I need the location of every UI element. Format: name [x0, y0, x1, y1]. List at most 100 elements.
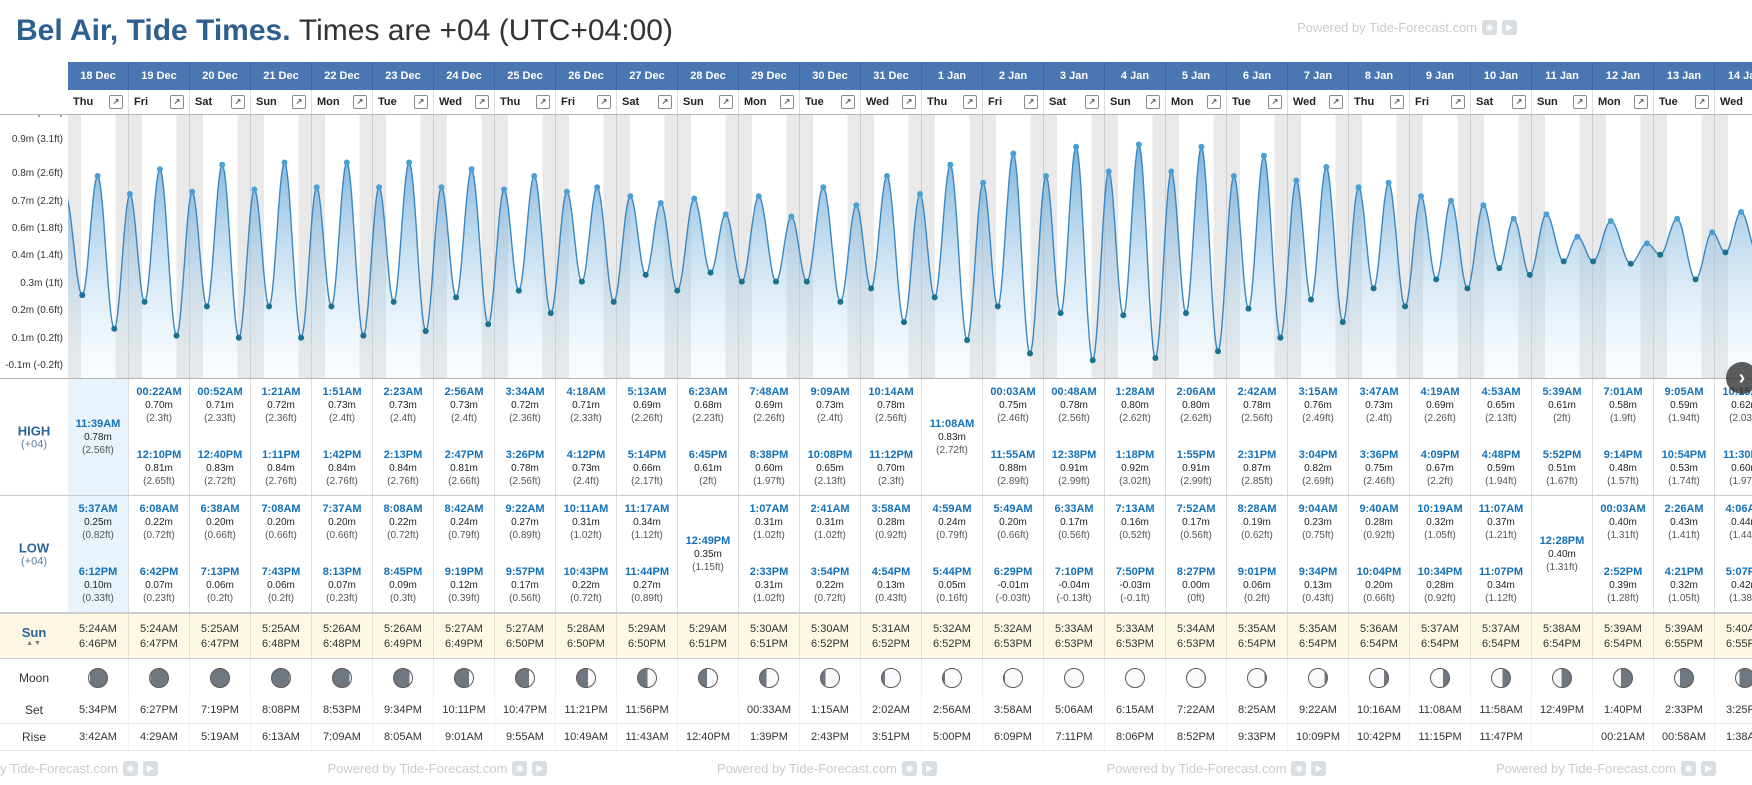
date-header-cell[interactable]: 6 Jan [1227, 62, 1288, 90]
low-tide-time: 3:58AM [871, 503, 911, 515]
expand-day-icon[interactable]: ↗ [658, 95, 672, 109]
moonrise-time: 4:29AM [129, 724, 190, 750]
low-tide-cell: 12:49PM 0.35m (1.15ft) [678, 496, 739, 612]
date-header-cell[interactable]: 3 Jan [1044, 62, 1105, 90]
date-header-cell[interactable]: 21 Dec [251, 62, 312, 90]
date-header-cell[interactable]: 20 Dec [190, 62, 251, 90]
expand-day-icon[interactable]: ↗ [1512, 95, 1526, 109]
low-tide-time: 10:19AM [1417, 503, 1463, 515]
date-header-cell[interactable]: 11 Jan [1532, 62, 1593, 90]
date-header-cell[interactable]: 5 Jan [1166, 62, 1227, 90]
expand-day-icon[interactable]: ↗ [1268, 95, 1282, 109]
low-tide-height-m: 0.17m [511, 580, 539, 591]
scroll-right-button[interactable]: › [1726, 362, 1752, 394]
high-tide-height-m: 0.78m [877, 400, 905, 411]
date-header-cell[interactable]: 8 Jan [1349, 62, 1410, 90]
low-tide-height-ft: (1.02ft) [814, 530, 846, 541]
low-tide-height-m: 0.28m [1365, 517, 1393, 528]
date-header-cell[interactable]: 2 Jan [983, 62, 1044, 90]
expand-day-icon[interactable]: ↗ [1329, 95, 1343, 109]
expand-day-icon[interactable]: ↗ [536, 95, 550, 109]
tide-low-point [1402, 303, 1409, 310]
high-tide-height-m: 0.59m [1670, 400, 1698, 411]
date-header-cell[interactable]: 27 Dec [617, 62, 678, 90]
expand-day-icon[interactable]: ↗ [1085, 95, 1099, 109]
watermark-social-icon[interactable]: ▶ [1311, 760, 1327, 776]
watermark-social-icon[interactable]: ◉ [901, 760, 917, 776]
watermark-social-icon[interactable]: ◉ [512, 760, 528, 776]
expand-day-icon[interactable]: ↗ [1695, 95, 1709, 109]
watermark-social-icon[interactable]: ◉ [122, 760, 138, 776]
expand-day-icon[interactable]: ↗ [231, 95, 245, 109]
expand-day-icon[interactable]: ↗ [780, 95, 794, 109]
high-tide-entry: 9:09AM 0.73m (2.4ft) [800, 386, 860, 425]
low-tide-height-m: 0.35m [694, 548, 722, 560]
expand-day-icon[interactable]: ↗ [170, 95, 184, 109]
watermark-social-icon[interactable]: ▶ [532, 760, 548, 776]
low-tide-height-m: 0.17m [1182, 517, 1210, 528]
low-tide-height-ft: (0.56ft) [1180, 530, 1212, 541]
date-header-cell[interactable]: 25 Dec [495, 62, 556, 90]
expand-day-icon[interactable]: ↗ [1451, 95, 1465, 109]
high-tide-time: 1:28AM [1115, 386, 1155, 398]
date-header-cell[interactable]: 19 Dec [129, 62, 190, 90]
date-header-cell[interactable]: 9 Jan [1410, 62, 1471, 90]
expand-day-icon[interactable]: ↗ [1634, 95, 1648, 109]
expand-day-icon[interactable]: ↗ [1390, 95, 1404, 109]
expand-day-icon[interactable]: ↗ [292, 95, 306, 109]
watermark-social-icon[interactable]: ◉ [1482, 20, 1497, 35]
expand-day-icon[interactable]: ↗ [902, 95, 916, 109]
expand-day-icon[interactable]: ↗ [109, 95, 123, 109]
expand-day-icon[interactable]: ↗ [841, 95, 855, 109]
moon-phase-icon [515, 668, 535, 688]
date-header-cell[interactable]: 30 Dec [800, 62, 861, 90]
date-header-cell[interactable]: 14 Jan [1715, 62, 1752, 90]
watermark-social-icon[interactable]: ▶ [1700, 760, 1716, 776]
low-tide-height-m: 0.28m [1426, 580, 1454, 591]
moon-phase-icon [393, 668, 413, 688]
sunrise-time: 5:24AM [79, 622, 117, 635]
date-header-cell[interactable]: 7 Jan [1288, 62, 1349, 90]
watermark-social-icon[interactable]: ▶ [142, 760, 158, 776]
date-header-cell[interactable]: 10 Jan [1471, 62, 1532, 90]
date-header-cell[interactable]: 4 Jan [1105, 62, 1166, 90]
high-tide-height-ft: (2.4ft) [816, 413, 844, 424]
watermark-social-icon[interactable]: ▶ [921, 760, 937, 776]
date-header-cell[interactable]: 12 Jan [1593, 62, 1654, 90]
date-header-cell[interactable]: 24 Dec [434, 62, 495, 90]
high-tide-cell: 2:23AM 0.73m (2.4ft) 2:13PM 0.84m (2.76ft) [373, 379, 434, 495]
high-tide-height-ft: (2.36ft) [509, 413, 541, 424]
date-header-cell[interactable]: 1 Jan [922, 62, 983, 90]
low-tide-entry: 7:08AM 0.20m (0.66ft) [251, 503, 311, 542]
expand-day-icon[interactable]: ↗ [475, 95, 489, 109]
watermark-social-icon[interactable]: ◉ [1291, 760, 1307, 776]
tide-low-point [1339, 319, 1346, 326]
low-tide-cell: 9:04AM 0.23m (0.75ft) 9:34PM 0.13m (0.43ft) [1288, 496, 1349, 612]
expand-day-icon[interactable]: ↗ [1146, 95, 1160, 109]
expand-day-icon[interactable]: ↗ [963, 95, 977, 109]
date-header-cell[interactable]: 23 Dec [373, 62, 434, 90]
date-header-cell[interactable]: 28 Dec [678, 62, 739, 90]
expand-day-icon[interactable]: ↗ [719, 95, 733, 109]
high-tide-cell: 00:48AM 0.78m (2.56ft) 12:38PM 0.91m (2.99ft) [1044, 379, 1105, 495]
date-header-cell[interactable]: 13 Jan [1654, 62, 1715, 90]
watermark-social-icon[interactable]: ▶ [1502, 20, 1517, 35]
date-header-cell[interactable]: 18 Dec [68, 62, 129, 90]
sun-section-label[interactable]: Sun ▲▼ [0, 625, 68, 647]
date-header-cell[interactable]: 22 Dec [312, 62, 373, 90]
date-header-cell[interactable]: 26 Dec [556, 62, 617, 90]
low-tide-height-m: 0.25m [84, 517, 112, 528]
expand-day-icon[interactable]: ↗ [353, 95, 367, 109]
date-header-cell[interactable]: 31 Dec [861, 62, 922, 90]
expand-day-icon[interactable]: ↗ [1207, 95, 1221, 109]
expand-day-icon[interactable]: ↗ [597, 95, 611, 109]
sunrise-time: 5:32AM [933, 622, 971, 635]
expand-day-icon[interactable]: ↗ [414, 95, 428, 109]
expand-day-icon[interactable]: ↗ [1573, 95, 1587, 109]
tide-low-point [203, 303, 210, 310]
expand-day-icon[interactable]: ↗ [1024, 95, 1038, 109]
watermark-social-icon[interactable]: ◉ [1680, 760, 1696, 776]
sunrise-time: 5:35AM [1299, 622, 1337, 635]
date-header-cell[interactable]: 29 Dec [739, 62, 800, 90]
high-tide-section: HIGH (+04) 11:39AM 0.78m (2.56ft) 00:22AM 0.… [0, 379, 1752, 496]
